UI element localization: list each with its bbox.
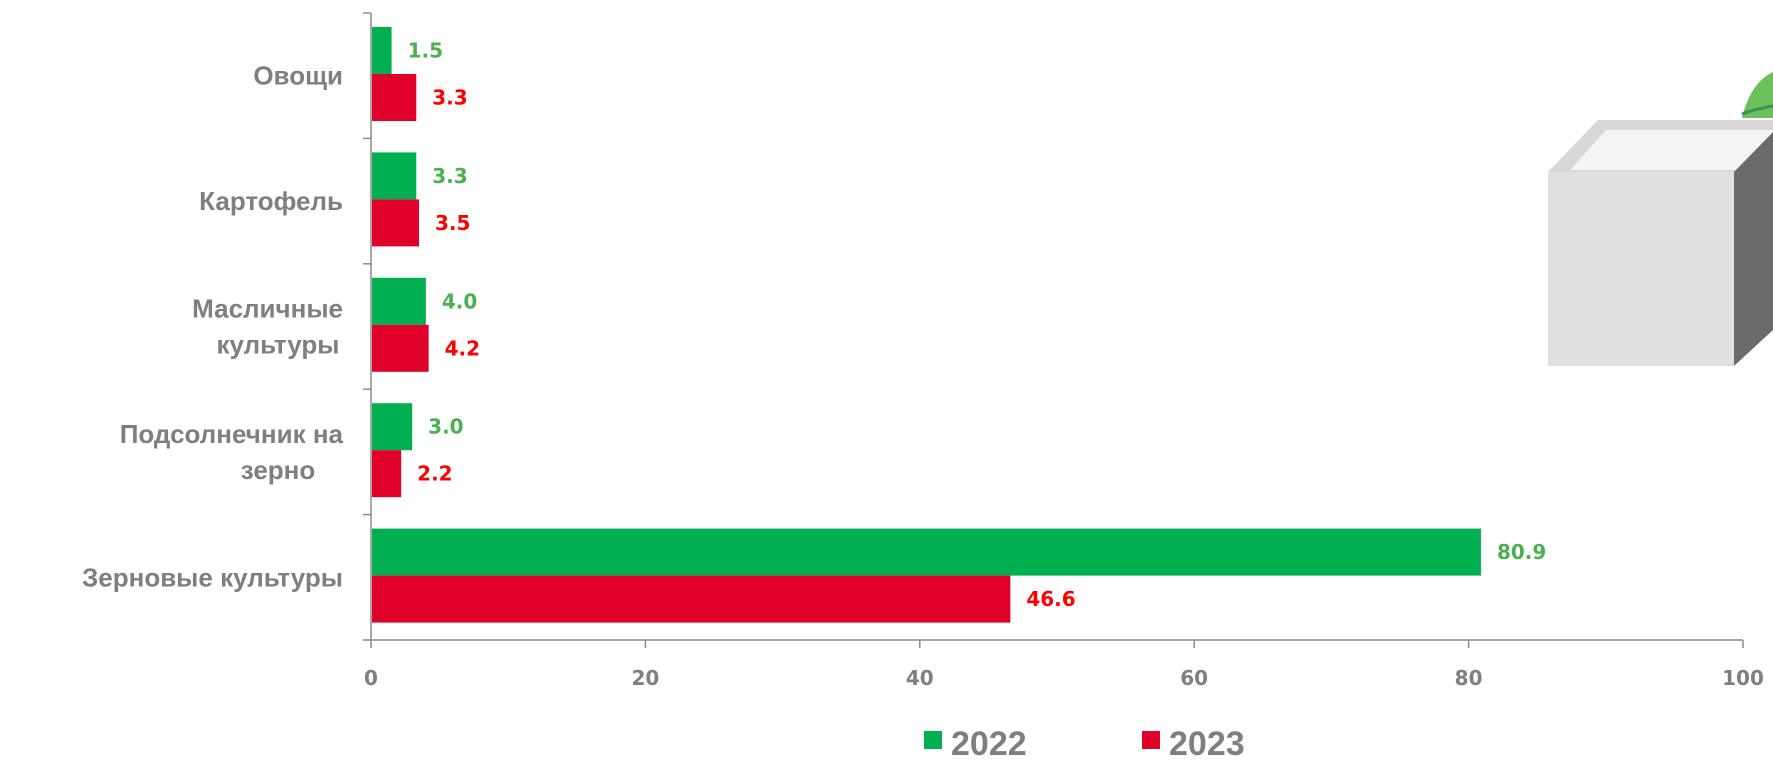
data-label: 3.3	[432, 164, 467, 188]
category-label: зерно	[241, 455, 316, 485]
legend-swatch-2023	[1142, 731, 1160, 749]
data-label: 46.6	[1026, 587, 1075, 611]
data-labels: 1.5 3.3 4.0 3.0 80.9 3.3 3.5 4.2 2.2 46.6	[408, 39, 1547, 612]
box-illustration-front	[1548, 172, 1734, 366]
bar-2022	[372, 27, 392, 74]
x-tick-label: 80	[1455, 666, 1483, 690]
category-label: Подсолнечник на	[120, 419, 344, 449]
bar-2023	[372, 199, 420, 247]
category-label: Зерновые культуры	[82, 562, 343, 592]
x-tick-label: 40	[906, 666, 934, 690]
category-label: Овощи	[253, 61, 343, 91]
box-illustration-leaf-stem	[1741, 104, 1773, 116]
bar-2023	[372, 74, 417, 121]
legend: 2022 2023	[924, 725, 1245, 763]
x-tick-label: 0	[364, 666, 378, 690]
legend-label-2023: 2023	[1169, 725, 1245, 763]
data-label: 3.3	[432, 86, 467, 110]
data-label: 3.5	[435, 211, 470, 235]
box-illustration-side	[1734, 132, 1773, 366]
bars	[372, 27, 1481, 623]
box-illustration-top-inner	[1570, 130, 1773, 170]
x-tick-label: 20	[631, 666, 659, 690]
axes	[363, 12, 1744, 648]
legend-label-2022: 2022	[951, 725, 1027, 763]
category-labels: Овощи Картофель Масличные культуры Подсолнеч…	[82, 61, 344, 593]
data-label: 2.2	[417, 462, 452, 486]
data-label: 3.0	[428, 415, 463, 439]
box-illustration	[1548, 72, 1773, 366]
bar-2023	[372, 450, 402, 498]
category-label: культуры	[217, 330, 340, 360]
legend-swatch-2022	[924, 731, 942, 749]
data-label: 1.5	[408, 39, 443, 63]
x-tick-label: 60	[1180, 666, 1208, 690]
bar-2022	[372, 277, 426, 325]
data-label: 80.9	[1497, 540, 1546, 564]
bar-2022	[372, 152, 417, 200]
data-label: 4.2	[445, 336, 480, 360]
bar-2022	[372, 528, 1481, 576]
category-label: Картофель	[199, 186, 343, 216]
x-tick-label: 100	[1722, 666, 1764, 690]
bar-2023	[372, 575, 1011, 623]
bar-2023	[372, 324, 429, 372]
data-label: 4.0	[442, 289, 477, 313]
bar-2022	[372, 403, 413, 451]
x-tick-labels: 0 20 40 60 80 100	[364, 666, 1764, 690]
category-label: Масличные	[192, 294, 343, 324]
